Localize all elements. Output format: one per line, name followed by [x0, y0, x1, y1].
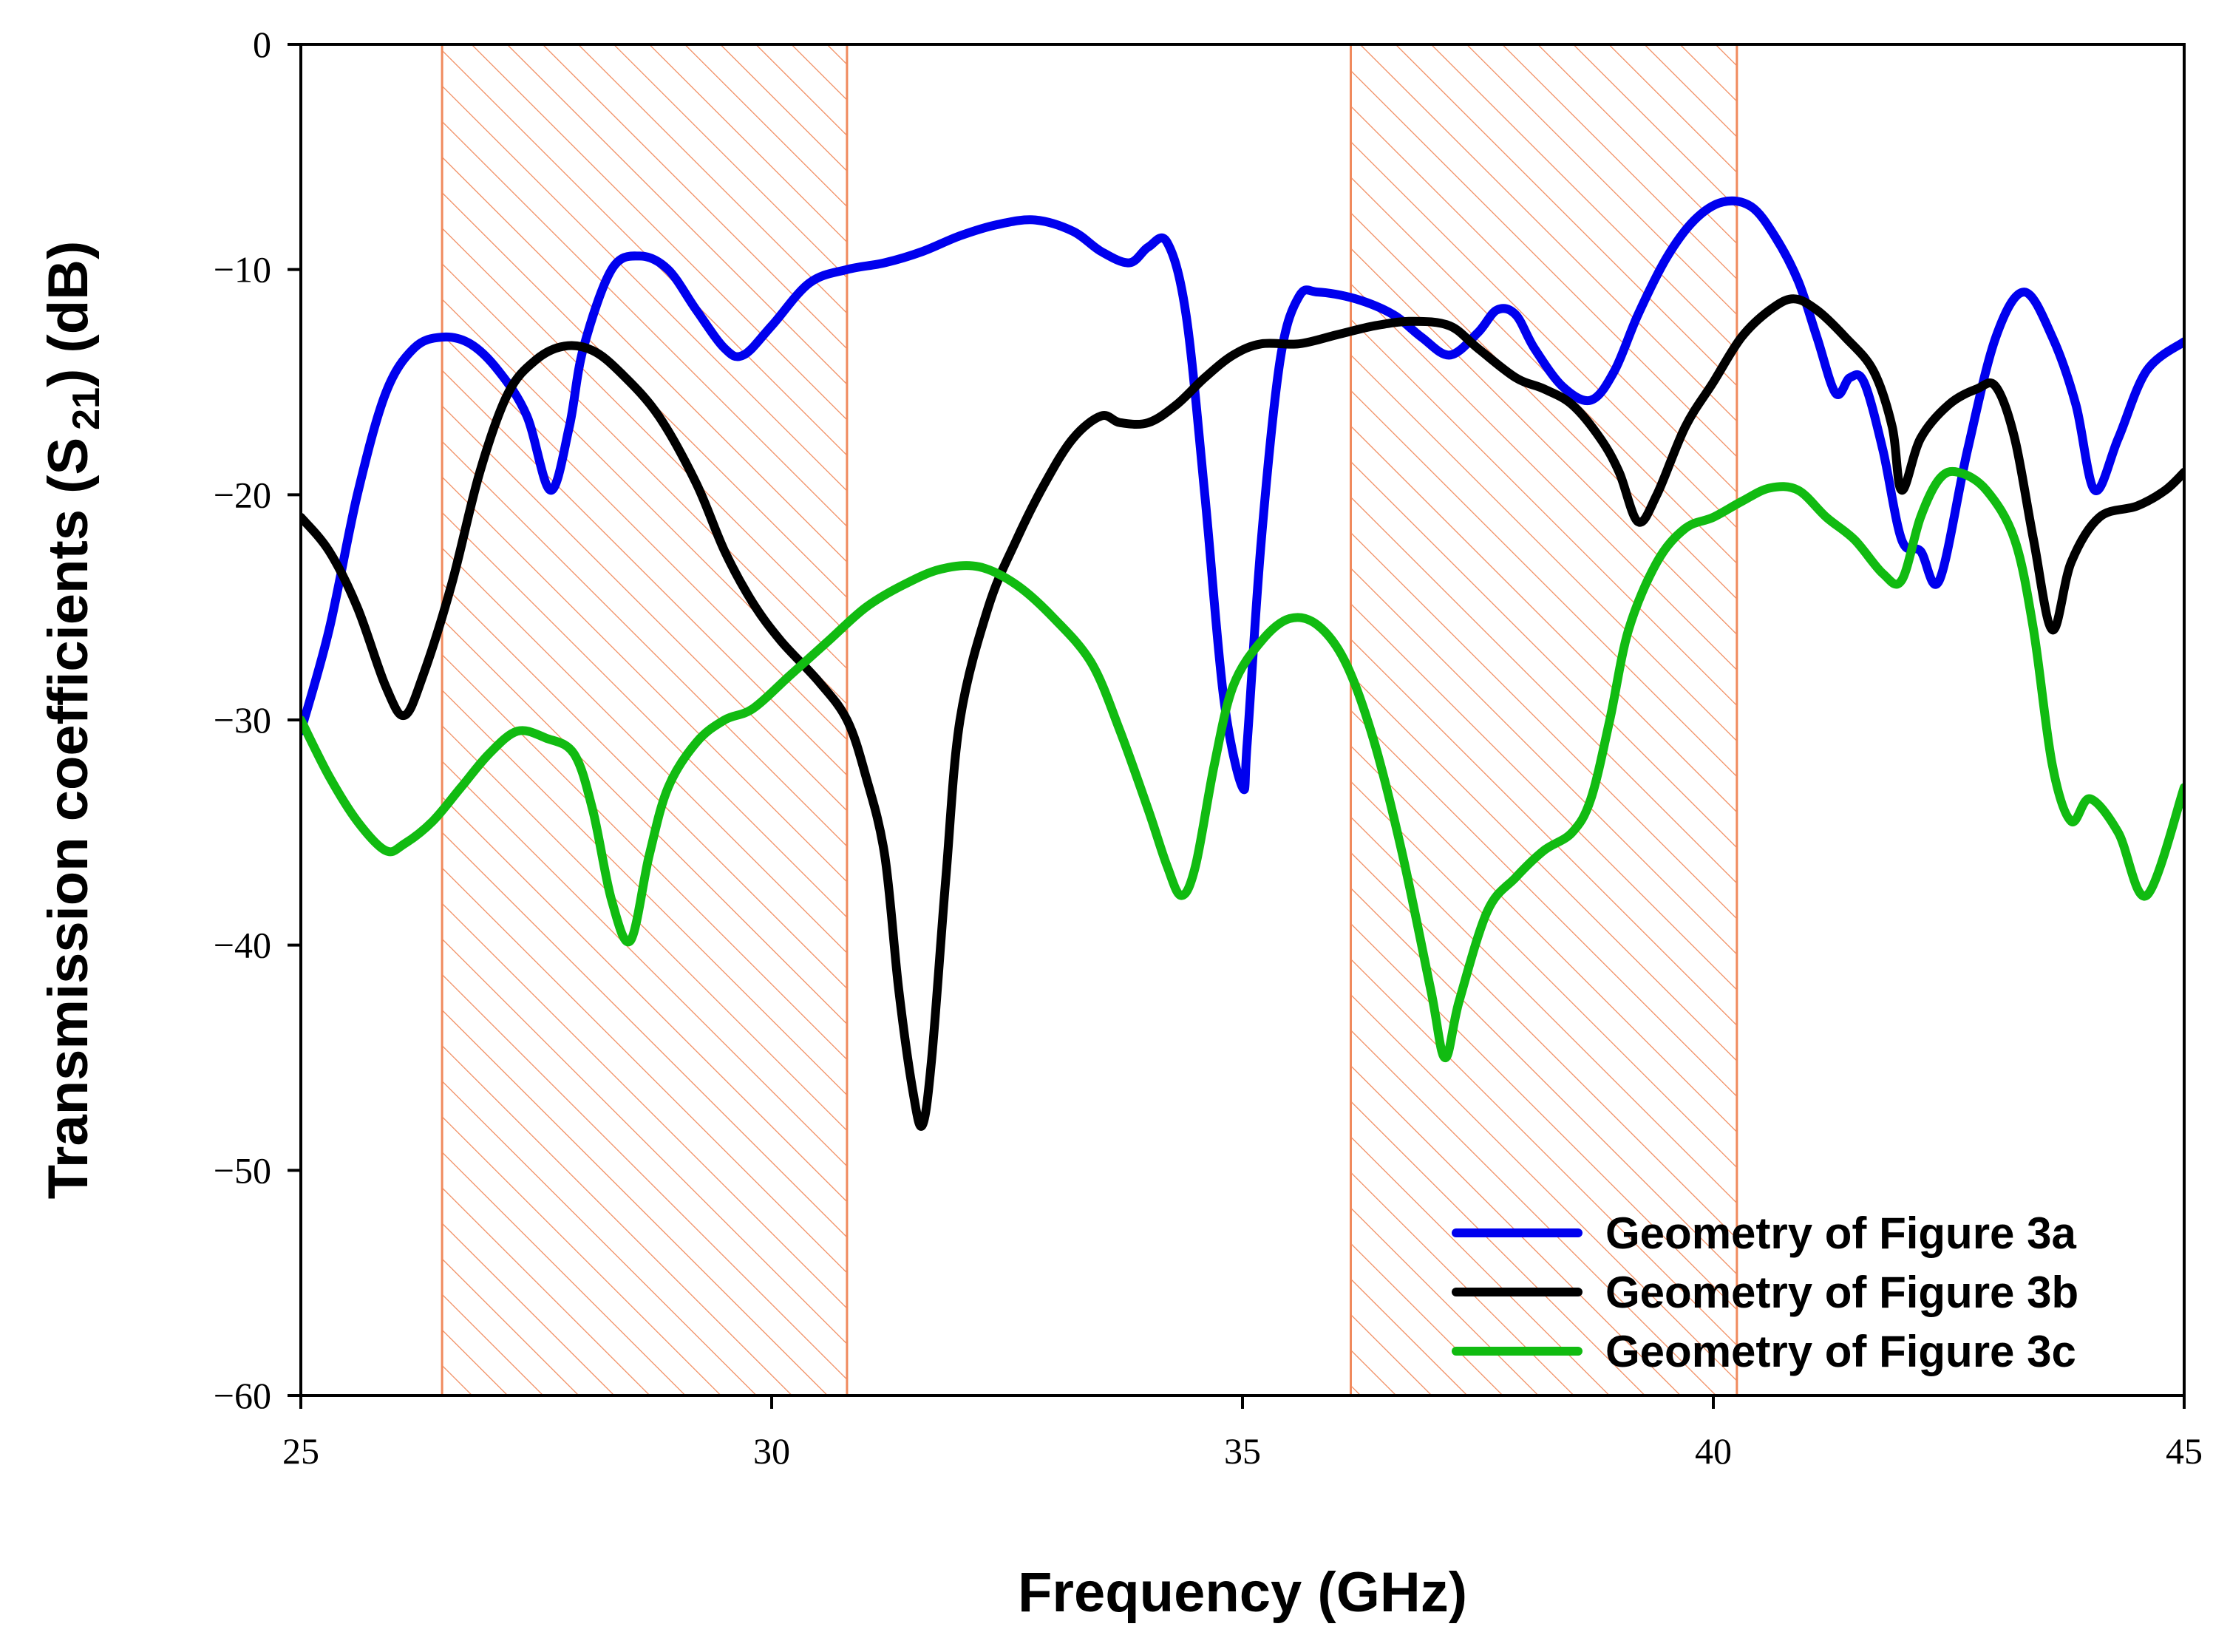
series-line-3	[299, 466, 2186, 1063]
y-tick-label: 0	[253, 24, 271, 65]
shaded-bands	[441, 43, 1738, 1397]
shaded-band-1	[441, 43, 849, 1397]
y-tick-label: −60	[214, 1375, 271, 1416]
series-line-1	[299, 196, 2186, 795]
y-axis-title: Transmission coefficients (S 21) (dB)	[37, 241, 108, 1200]
x-axis-title: Frequency (GHz)	[1018, 1561, 1467, 1624]
shaded-band-2	[1350, 43, 1738, 1397]
x-tick-label: 35	[1224, 1430, 1261, 1472]
series-line-2	[299, 294, 2186, 1131]
legend: Geometry of Figure 3a Geometry of Figure …	[1452, 1209, 2078, 1376]
y-tick-label: −40	[214, 925, 271, 966]
y-tick-label: −10	[214, 249, 271, 290]
x-tick-label: 25	[282, 1430, 319, 1472]
y-tick-label: −30	[214, 699, 271, 741]
y-axis-ticks: 0 −10 −20 −30 −40 −50 −60	[214, 24, 301, 1416]
legend-label-2: Geometry of Figure 3b	[1605, 1268, 2078, 1317]
y-axis-title-suffix: ) (dB)	[37, 241, 100, 387]
legend-label-3: Geometry of Figure 3c	[1605, 1327, 2076, 1376]
x-tick-label: 45	[2166, 1430, 2203, 1472]
x-tick-label: 40	[1695, 1430, 1732, 1472]
series-lines	[299, 196, 2186, 1131]
y-tick-label: −50	[214, 1149, 271, 1191]
y-axis-title-main: Transmission coefficients (S	[37, 438, 100, 1200]
x-axis-ticks: 25 30 35 40 45	[282, 1396, 2203, 1472]
x-tick-label: 30	[753, 1430, 790, 1472]
legend-label-1: Geometry of Figure 3a	[1605, 1209, 2076, 1258]
y-tick-label: −20	[214, 474, 271, 515]
y-axis-title-subscript: 21	[65, 387, 108, 430]
